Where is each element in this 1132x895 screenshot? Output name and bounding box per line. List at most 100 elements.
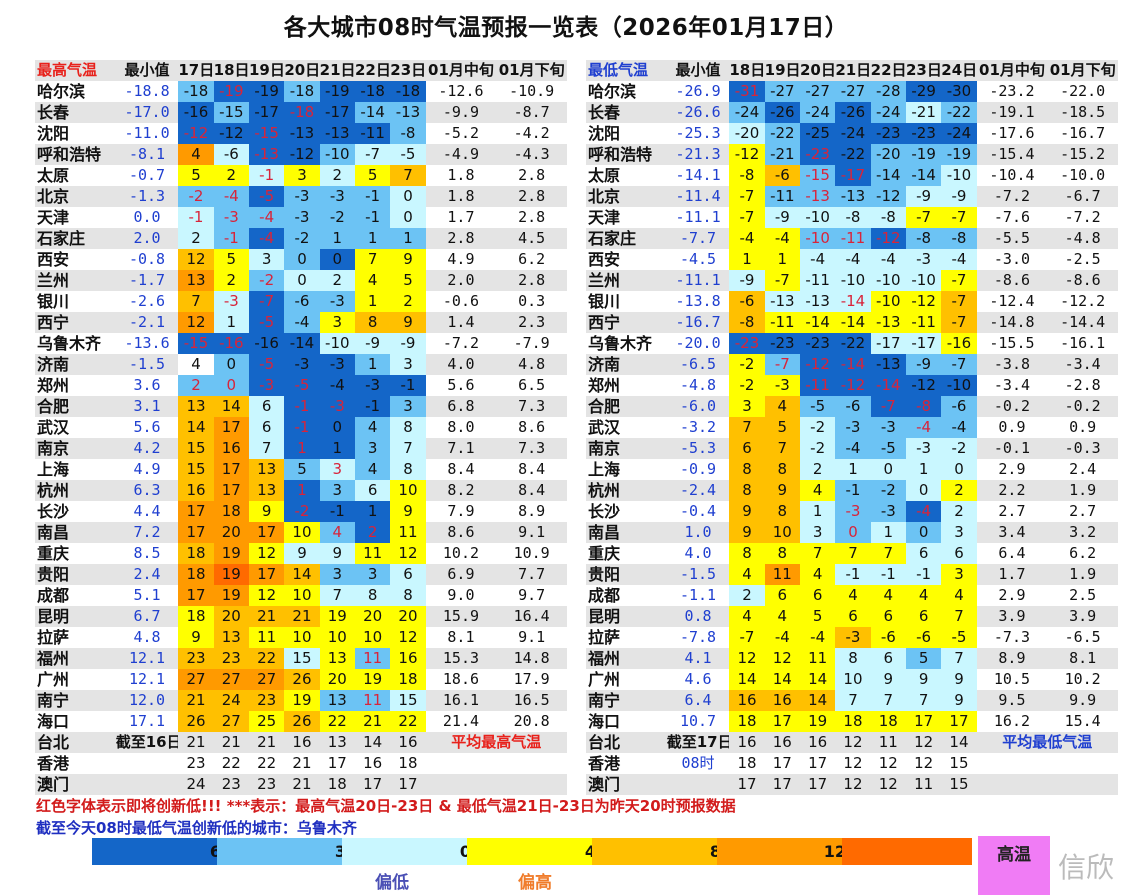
daily-temp-cell: 0 [390,207,426,228]
daily-temp-cell: 15 [178,438,214,459]
daily-temp-cell: 18 [398,754,418,772]
daily-temp-cell: 15 [390,690,426,711]
daily-temp-cell: -13 [764,291,800,312]
table-row: 昆明 6.7 18 20 21 21 19 20 20 15.9 16.4 [35,606,567,627]
mid-month-average: -23.2 [989,82,1035,100]
min-value: -4.5 [679,250,717,268]
late-month-average: 16.4 [496,606,567,627]
daily-temp-cell: 17 [178,501,214,522]
city-name: 香港 [37,754,70,773]
daily-temp-cell: 16 [799,732,836,753]
daily-temp-cell: -13 [284,123,320,144]
daily-temp-cell: 6 [764,585,800,606]
daily-temp-cell: 3 [799,522,836,543]
daily-temp-cell: 9 [941,669,977,690]
column-header: 18日 [729,60,765,81]
table-row: 乌鲁木齐 -20.0 -23 -23 -23 -22 -17 -17 -16 -15.5 -16.1 [586,333,1118,354]
daily-temp-cell: 7 [870,690,906,711]
city-name: 武汉 [37,418,70,437]
daily-temp-cell: -3 [835,417,871,438]
daily-temp-cell: -4 [941,417,977,438]
legend-low-label: 偏低 [375,873,409,893]
daily-temp-cell: 11 [764,564,800,585]
daily-temp-cell: 15 [284,648,320,669]
daily-temp-cell: -9 [905,186,942,207]
min-value: 12.1 [128,670,166,688]
late-month-average: -10.0 [1060,166,1106,184]
daily-temp-cell: -5 [284,375,320,396]
mid-month-average: 6.4 [998,544,1026,562]
mid-month-average: -14.8 [976,312,1048,333]
daily-temp-cell: 3 [354,564,391,585]
mid-month-average: 平均最高气温 [425,732,567,753]
daily-temp-cell: 10 [319,627,355,648]
daily-temp-cell: -21 [764,144,800,165]
daily-temp-cell: 6 [729,438,765,459]
daily-temp-cell: 9 [729,522,765,543]
daily-temp-cell: -4 [941,249,977,270]
mid-month-average: 9.0 [447,586,475,604]
daily-temp-cell: 9 [390,249,426,270]
city-name: 杭州 [586,480,667,501]
daily-temp-cell: 16 [729,690,765,711]
daily-temp-cell: 12 [835,774,871,795]
min-value: -14.1 [675,166,721,184]
daily-temp-cell: -12 [835,375,871,396]
min-value: 7.2 [115,522,179,543]
daily-temp-cell: 0 [905,522,942,543]
daily-temp-cell: 3 [284,165,320,186]
late-month-average: 6.2 [518,250,546,268]
daily-temp-cell: 9 [870,669,906,690]
daily-temp-cell: 4 [178,354,214,375]
daily-temp-cell: 16 [178,480,214,501]
table-row: 贵阳 -1.5 4 11 4 -1 -1 -1 3 1.7 1.9 [586,564,1118,585]
daily-temp-cell: 13 [178,270,214,291]
daily-temp-cell: -2 [284,501,320,522]
mid-month-average: 5.6 [447,376,475,394]
table-row: 济南 -6.5 -2 -7 -12 -14 -13 -9 -7 -3.8 -3.4 [586,354,1118,375]
daily-temp-cell: -3 [870,501,906,522]
daily-temp-cell: -17 [905,333,942,354]
daily-temp-cell: 22 [390,711,426,732]
mid-month-average: 4.0 [425,354,497,375]
daily-temp-cell: 8 [729,543,765,564]
daily-temp-cell: 8 [390,459,426,480]
daily-temp-cell: 21 [178,690,214,711]
daily-temp-cell: 1 [354,501,391,522]
city-name: 海口 [588,712,621,731]
min-value [116,753,179,774]
daily-temp-cell: 17 [729,774,765,795]
daily-temp-cell: -15 [213,102,249,123]
daily-temp-cell: -3 [319,396,355,417]
mid-month-average: -7.6 [993,208,1031,226]
daily-temp-cell: 3 [390,396,426,417]
daily-temp-cell: 15 [949,754,969,772]
daily-temp-cell: 5 [905,648,942,669]
late-month-average: 9.9 [1047,690,1118,711]
daily-temp-cell: -13 [799,291,836,312]
city-name: 乌鲁木齐 [588,334,653,353]
daily-temp-cell: -10 [319,144,355,165]
daily-temp-cell: 6 [941,543,977,564]
min-value: 4.2 [115,438,179,459]
daily-temp-cell: -19 [319,81,355,102]
city-name: 南昌 [35,522,116,543]
daily-temp-cell: 8 [729,459,765,480]
table-row: 长沙 4.4 17 18 9 -2 -1 1 9 7.9 8.9 [35,501,567,522]
min-value: -0.9 [679,460,717,478]
daily-temp-cell: 20 [390,606,426,627]
daily-temp-cell: -3 [835,627,871,648]
daily-temp-cell: -3 [764,375,800,396]
min-value: -2.4 [666,480,730,501]
column-header: 20日 [799,60,836,81]
daily-temp-cell: -3 [319,186,355,207]
daily-temp-cell: 3 [319,564,355,585]
late-month-average: -8.6 [1047,270,1118,291]
city-name: 武汉 [588,418,621,437]
daily-temp-cell: -1 [354,396,391,417]
daily-temp-cell: -6 [729,291,765,312]
city-name: 海口 [37,712,70,731]
daily-temp-cell: 5 [799,606,836,627]
legend-tick-label: 3 [334,842,346,861]
daily-temp-cell: -7 [941,354,977,375]
